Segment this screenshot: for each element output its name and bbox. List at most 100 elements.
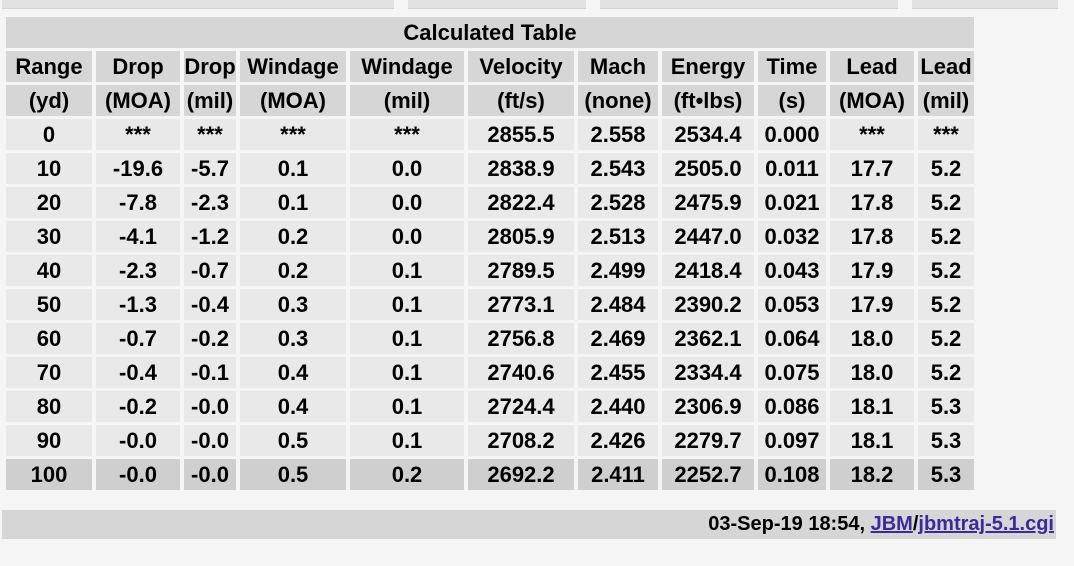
table-cell: 40 bbox=[6, 255, 92, 286]
table-cell: 0.5 bbox=[240, 425, 346, 456]
table-cell: 18.1 bbox=[830, 391, 914, 422]
table-cell: *** bbox=[350, 119, 464, 150]
table-cell: 2838.9 bbox=[468, 153, 574, 184]
table-cell: *** bbox=[96, 119, 180, 150]
table-cell: 0.5 bbox=[240, 459, 346, 490]
table-cell: -0.0 bbox=[184, 459, 236, 490]
column-header-label: Lead bbox=[918, 51, 974, 82]
calculated-table: Calculated Table Range Drop Drop Windage Win… bbox=[2, 14, 978, 493]
table-row: 40 -2.3 -0.7 0.2 0.1 2789.5 2.499 2418.4 0.043 17… bbox=[6, 255, 974, 286]
table-cell: 18.0 bbox=[830, 323, 914, 354]
table-cell: 2724.4 bbox=[468, 391, 574, 422]
table-cell: *** bbox=[830, 119, 914, 150]
table-row: 80 -0.2 -0.0 0.4 0.1 2724.4 2.440 2306.9 0.086 18… bbox=[6, 391, 974, 422]
table-cell: -0.2 bbox=[96, 391, 180, 422]
table-cell: -0.4 bbox=[96, 357, 180, 388]
table-cell: 2692.2 bbox=[468, 459, 574, 490]
table-cell: 100 bbox=[6, 459, 92, 490]
table-cell: *** bbox=[918, 119, 974, 150]
table-cell: 17.9 bbox=[830, 255, 914, 286]
column-header-label: Energy bbox=[662, 51, 754, 82]
table-cell: 0.097 bbox=[758, 425, 826, 456]
table-cell: 0.0 bbox=[350, 221, 464, 252]
table-cell: 5.2 bbox=[918, 187, 974, 218]
table-cell: -0.1 bbox=[184, 357, 236, 388]
table-cell: 18.0 bbox=[830, 357, 914, 388]
table-cell: 2.469 bbox=[578, 323, 658, 354]
jbm-link[interactable]: JBM bbox=[870, 513, 913, 535]
footer-bar: 03-Sep-19 18:54, JBM/jbmtraj-5.1.cgi bbox=[2, 510, 1056, 539]
table-cell: 0.2 bbox=[240, 255, 346, 286]
column-header-label: Drop bbox=[184, 51, 236, 82]
table-cell: 0.1 bbox=[350, 289, 464, 320]
table-cell: 0.3 bbox=[240, 323, 346, 354]
table-cell: 5.2 bbox=[918, 357, 974, 388]
header-row-units: (yd) (MOA) (mil) (MOA) (mil) (ft/s) (none) (ft•… bbox=[6, 85, 974, 116]
table-cell: 2.440 bbox=[578, 391, 658, 422]
table-cell: 5.2 bbox=[918, 255, 974, 286]
table-row: 30 -4.1 -1.2 0.2 0.0 2805.9 2.513 2447.0 0.032 17… bbox=[6, 221, 974, 252]
column-header-unit: (yd) bbox=[6, 85, 92, 116]
table-body: 0 *** *** *** *** 2855.5 2.558 2534.4 0.000 *** **… bbox=[6, 119, 974, 490]
table-cell: 18.2 bbox=[830, 459, 914, 490]
table-cell: 2789.5 bbox=[468, 255, 574, 286]
column-header-unit: (mil) bbox=[918, 85, 974, 116]
table-cell: 5.3 bbox=[918, 425, 974, 456]
table-cell: 2773.1 bbox=[468, 289, 574, 320]
table-cell: -0.0 bbox=[96, 425, 180, 456]
table-cell: -7.8 bbox=[96, 187, 180, 218]
column-header-unit: (MOA) bbox=[830, 85, 914, 116]
table-cell: -0.7 bbox=[184, 255, 236, 286]
table-cell: 0.053 bbox=[758, 289, 826, 320]
table-cell: 17.7 bbox=[830, 153, 914, 184]
table-cell: 0.1 bbox=[350, 255, 464, 286]
table-title: Calculated Table bbox=[6, 17, 974, 48]
table-cell: 18.1 bbox=[830, 425, 914, 456]
table-cell: 2362.1 bbox=[662, 323, 754, 354]
table-cell: 2252.7 bbox=[662, 459, 754, 490]
table-cell: 17.8 bbox=[830, 187, 914, 218]
column-header-label: Velocity bbox=[468, 51, 574, 82]
table-cell: 10 bbox=[6, 153, 92, 184]
table-cell: -2.3 bbox=[184, 187, 236, 218]
table-cell: 2.484 bbox=[578, 289, 658, 320]
table-cell: -2.3 bbox=[96, 255, 180, 286]
table-cell: 2534.4 bbox=[662, 119, 754, 150]
table-cell: 90 bbox=[6, 425, 92, 456]
table-cell: 2390.2 bbox=[662, 289, 754, 320]
table-cell: -5.7 bbox=[184, 153, 236, 184]
table-cell: 2418.4 bbox=[662, 255, 754, 286]
table-cell: 0.000 bbox=[758, 119, 826, 150]
table-cell: 80 bbox=[6, 391, 92, 422]
column-header-unit: (MOA) bbox=[96, 85, 180, 116]
table-cell: 2708.2 bbox=[468, 425, 574, 456]
table-cell: 0.1 bbox=[240, 153, 346, 184]
column-header-unit: (s) bbox=[758, 85, 826, 116]
table-cell: 5.2 bbox=[918, 221, 974, 252]
table-cell: 60 bbox=[6, 323, 92, 354]
column-header-unit: (ft/s) bbox=[468, 85, 574, 116]
table-cell: 2.543 bbox=[578, 153, 658, 184]
table-cell: -1.2 bbox=[184, 221, 236, 252]
table-cell: 2.558 bbox=[578, 119, 658, 150]
table-cell: -4.1 bbox=[96, 221, 180, 252]
table-cell: 0.0 bbox=[350, 153, 464, 184]
table-cell: 0 bbox=[6, 119, 92, 150]
table-cell: 2.426 bbox=[578, 425, 658, 456]
table-row: 20 -7.8 -2.3 0.1 0.0 2822.4 2.528 2475.9 0.021 17… bbox=[6, 187, 974, 218]
table-cell: 2.411 bbox=[578, 459, 658, 490]
column-header-unit: (mil) bbox=[350, 85, 464, 116]
table-row: 90 -0.0 -0.0 0.5 0.1 2708.2 2.426 2279.7 0.097 18… bbox=[6, 425, 974, 456]
table-cell: 5.3 bbox=[918, 391, 974, 422]
table-cell: 0.2 bbox=[350, 459, 464, 490]
jbmtraj-link[interactable]: jbmtraj-5.1.cgi bbox=[918, 513, 1054, 535]
table-cell: 0.021 bbox=[758, 187, 826, 218]
table-cell: 2855.5 bbox=[468, 119, 574, 150]
table-cell: -0.0 bbox=[184, 391, 236, 422]
table-cell: 2805.9 bbox=[468, 221, 574, 252]
table-cell: 0.4 bbox=[240, 357, 346, 388]
table-row: 70 -0.4 -0.1 0.4 0.1 2740.6 2.455 2334.4 0.075 18… bbox=[6, 357, 974, 388]
table-cell: 0.1 bbox=[350, 391, 464, 422]
table-cell: 2505.0 bbox=[662, 153, 754, 184]
table-cell: 0.075 bbox=[758, 357, 826, 388]
